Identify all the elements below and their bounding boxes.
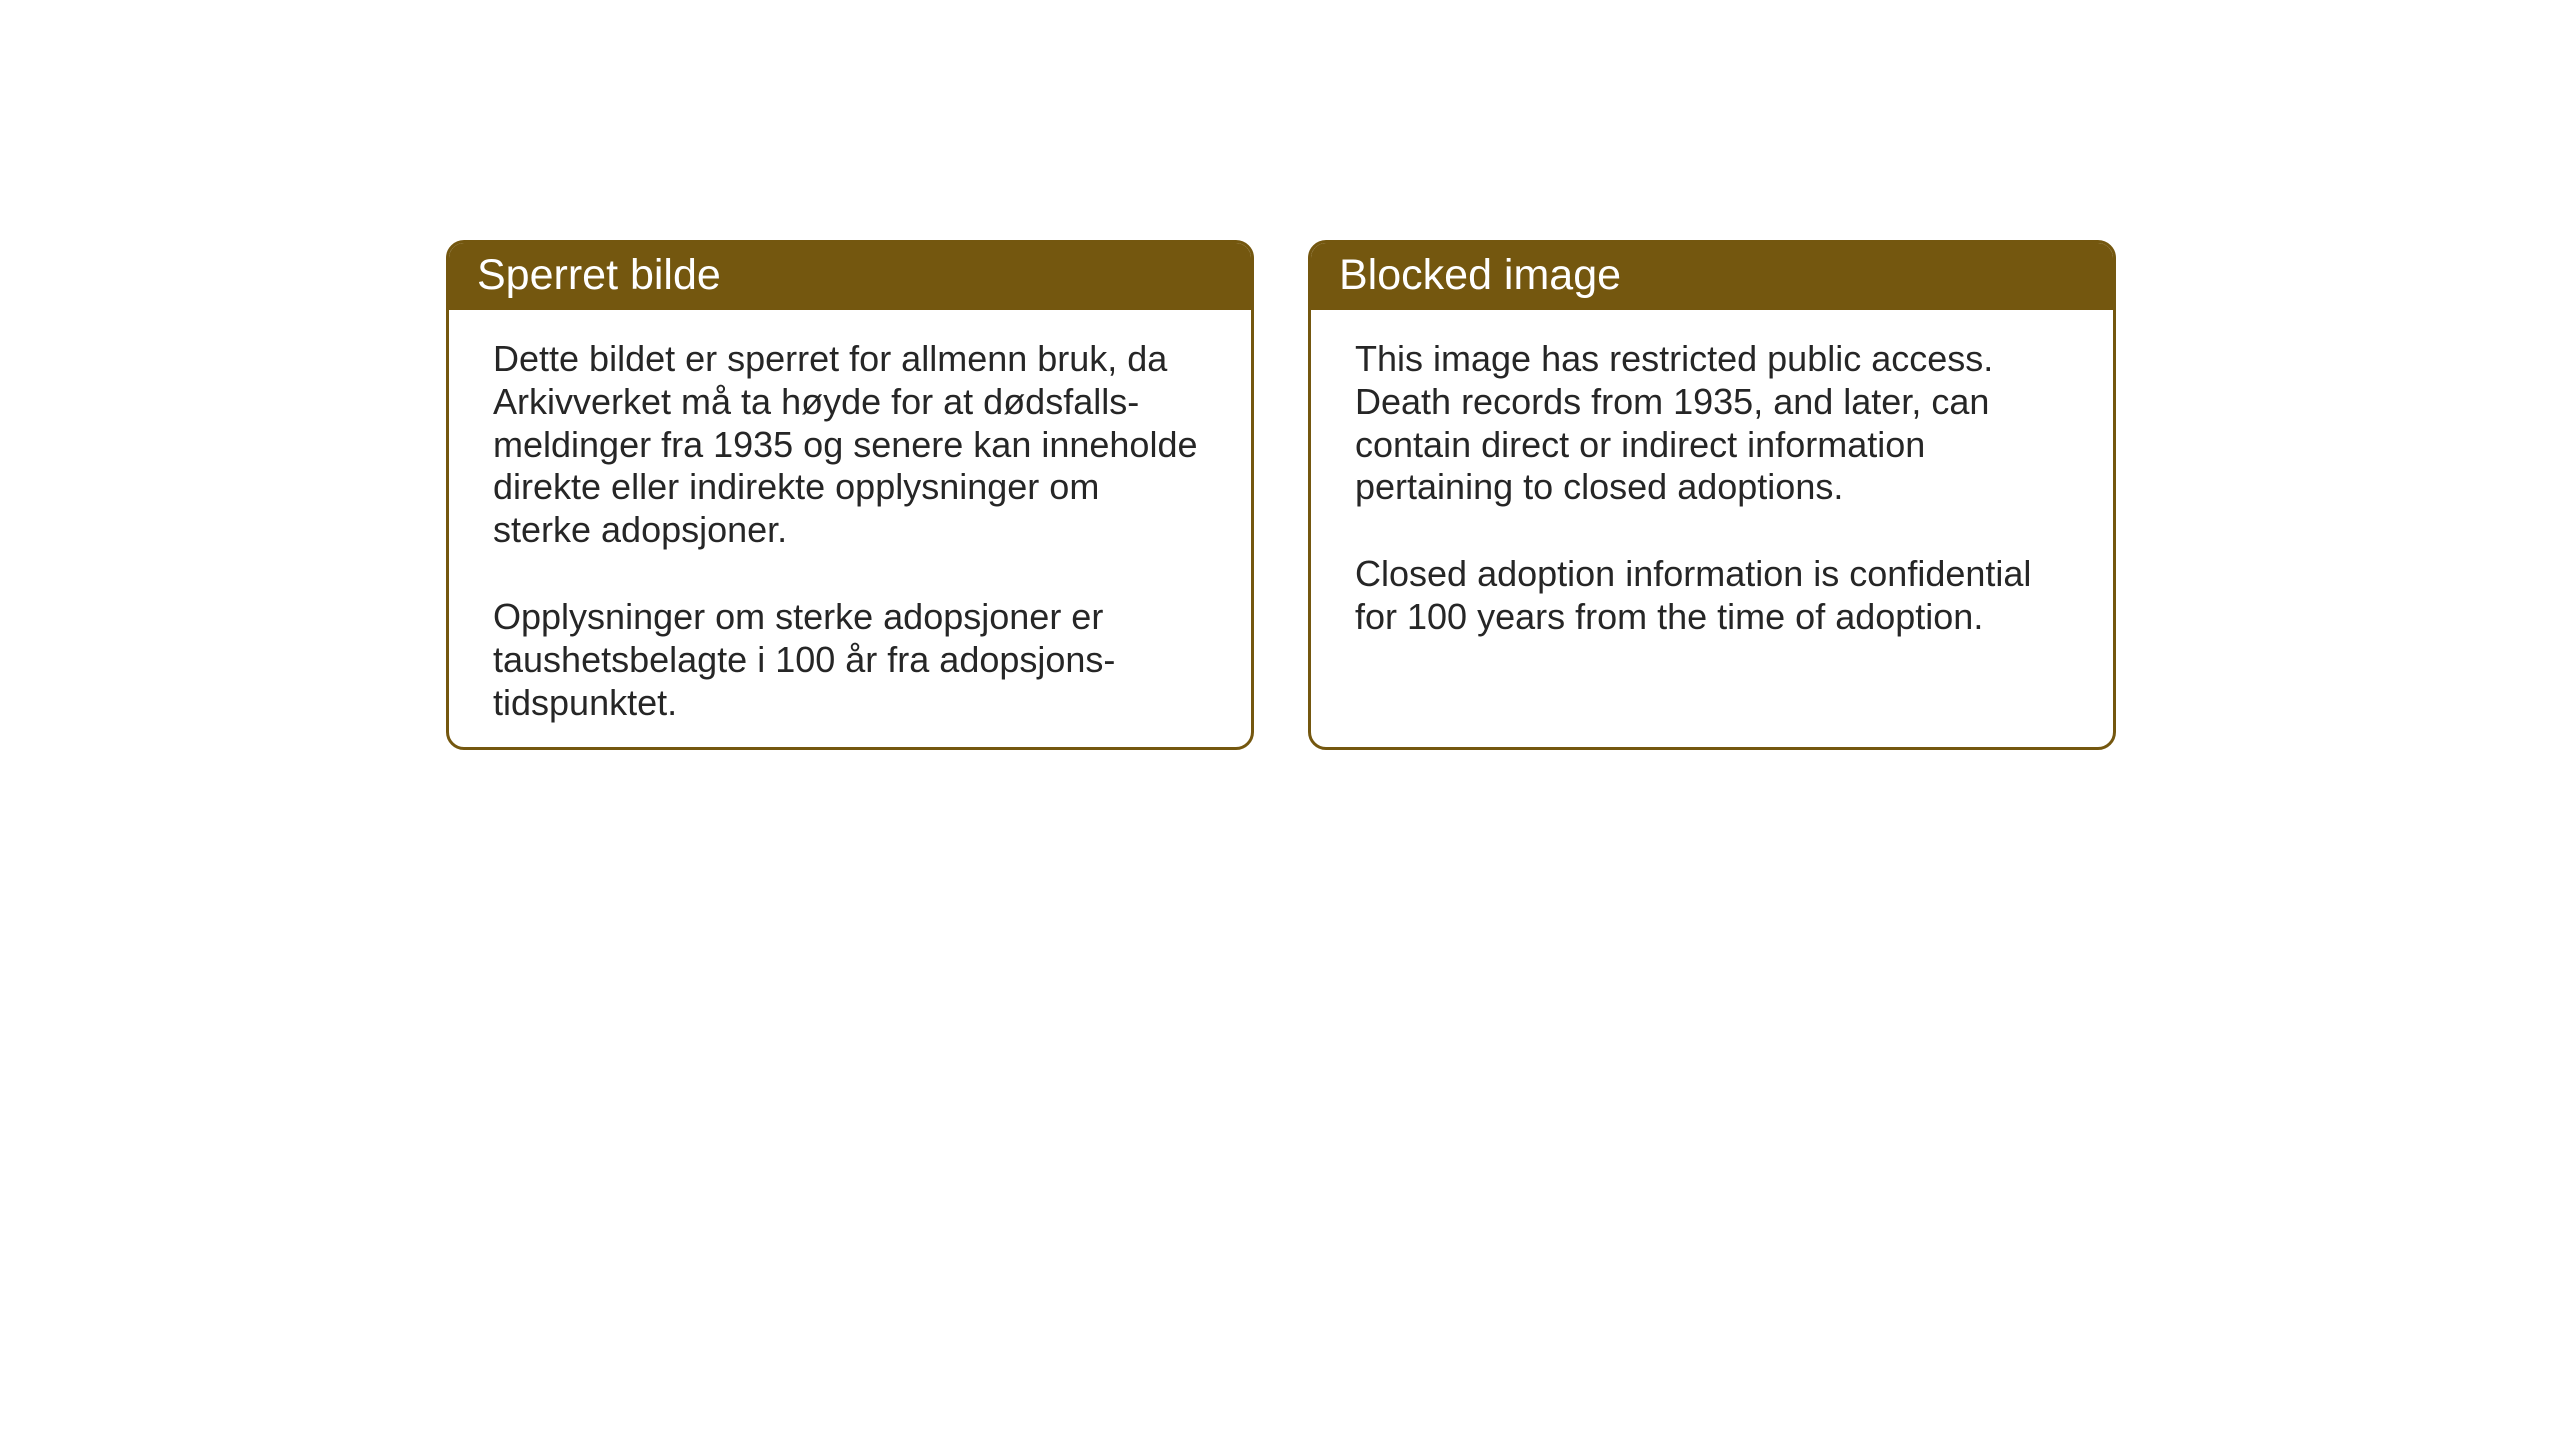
english-notice-card: Blocked image This image has restricted … — [1308, 240, 2116, 750]
norwegian-card-title: Sperret bilde — [449, 243, 1251, 310]
notice-container: Sperret bilde Dette bildet er sperret fo… — [446, 240, 2116, 750]
english-card-title: Blocked image — [1311, 243, 2113, 310]
norwegian-paragraph-2: Opplysninger om sterke adopsjoner er tau… — [493, 596, 1207, 724]
norwegian-paragraph-1: Dette bildet er sperret for allmenn bruk… — [493, 338, 1207, 552]
norwegian-card-body: Dette bildet er sperret for allmenn bruk… — [449, 310, 1251, 750]
english-paragraph-1: This image has restricted public access.… — [1355, 338, 2069, 509]
english-card-body: This image has restricted public access.… — [1311, 310, 2113, 667]
english-paragraph-2: Closed adoption information is confident… — [1355, 553, 2069, 639]
norwegian-notice-card: Sperret bilde Dette bildet er sperret fo… — [446, 240, 1254, 750]
